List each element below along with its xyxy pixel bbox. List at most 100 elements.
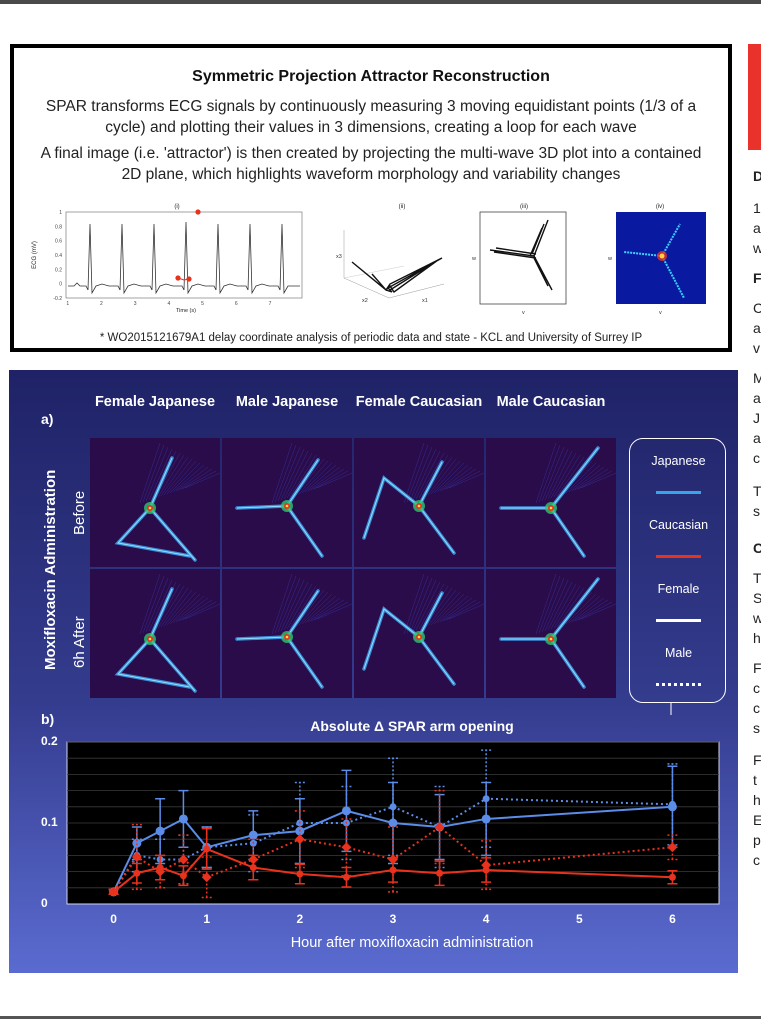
right-column-fragment: c bbox=[753, 450, 760, 466]
panel-label-ii: (ii) bbox=[399, 204, 406, 210]
right-column-fragment: v bbox=[753, 340, 760, 356]
right-column-fragment: a bbox=[753, 430, 761, 446]
spar-method-figures: (i) ECG (mV) Time (s) 1 0.8 0.6 0.4 0.2 0 -0.2… bbox=[32, 204, 706, 316]
data-point-male-caucasian bbox=[481, 860, 492, 871]
attractor-tile-male-caucasian-after bbox=[486, 569, 616, 698]
data-point-male-caucasian bbox=[201, 872, 212, 883]
data-point-female-japanese bbox=[155, 826, 165, 836]
axis-x2: x2 bbox=[362, 298, 368, 304]
data-point-male-japanese bbox=[482, 795, 490, 803]
legend-label-japanese: Japanese bbox=[651, 454, 706, 468]
data-point-male-caucasian bbox=[155, 866, 166, 877]
legend-swatch-female bbox=[656, 619, 701, 622]
spar-explanation-box: Symmetric Projection Attractor Reconstru… bbox=[10, 44, 732, 352]
x-tick-label: 2 bbox=[296, 912, 304, 926]
column-header-female-caucasian: Female Caucasian bbox=[355, 394, 483, 410]
x-tick-label: 3 bbox=[389, 912, 397, 926]
attractor-tile-male-caucasian-before bbox=[486, 438, 616, 567]
right-column-fragment: w bbox=[753, 610, 761, 626]
data-point-male-caucasian bbox=[108, 886, 119, 897]
x-tick-label: 6 bbox=[669, 912, 676, 926]
attractor-tile-female-caucasian-after bbox=[354, 569, 484, 698]
ecg-trace bbox=[68, 221, 300, 295]
ecg-xtick: 1 bbox=[66, 301, 69, 307]
data-point-male-japanese bbox=[389, 803, 397, 811]
axis-x1: x1 bbox=[422, 298, 428, 304]
attractor-tile-female-caucasian-before bbox=[354, 438, 484, 567]
right-column-fragment: S bbox=[753, 590, 761, 606]
right-column-fragment: C bbox=[753, 540, 761, 556]
y-tick-label: 0.1 bbox=[41, 815, 58, 829]
right-column-fragment: h bbox=[753, 630, 761, 646]
ecg-xtick: 2 bbox=[100, 301, 103, 307]
axis-w-iii: w bbox=[471, 256, 476, 262]
right-column-fragment: F bbox=[753, 660, 761, 676]
attractor-tile-female-japanese-after bbox=[90, 569, 220, 698]
right-column-fragment: t bbox=[753, 772, 757, 788]
right-column-fragment: c bbox=[753, 852, 760, 868]
ecg-ytick: 0.4 bbox=[55, 253, 62, 259]
axis-v-iv: v bbox=[659, 310, 662, 316]
ecg-ytick: 0.2 bbox=[55, 267, 62, 273]
ecg-ytick: 0.8 bbox=[55, 224, 62, 230]
panel-label-i: (i) bbox=[174, 204, 179, 210]
attractor-density bbox=[623, 223, 685, 299]
data-point-female-caucasian bbox=[296, 870, 304, 878]
attractor-2d bbox=[489, 219, 553, 291]
series-line-male-caucasian bbox=[112, 825, 673, 893]
right-column-fragment: T bbox=[753, 483, 761, 499]
data-point-male-caucasian bbox=[434, 822, 445, 832]
data-point-male-caucasian bbox=[178, 854, 189, 865]
right-column-fragment: h bbox=[753, 792, 761, 808]
ecg-ytick: -0.2 bbox=[53, 296, 62, 302]
spar-title: Symmetric Projection Attractor Reconstru… bbox=[192, 68, 550, 85]
panel-a-label: a) bbox=[41, 411, 54, 427]
right-column-fragment: a bbox=[753, 320, 761, 336]
axis-v-iii: v bbox=[522, 310, 525, 316]
attractor-tile-male-japanese-after bbox=[222, 569, 352, 698]
chart-title: Absolute Δ SPAR arm opening bbox=[310, 718, 514, 734]
right-column-fragment: c bbox=[753, 700, 760, 716]
y-tick-label: 0.2 bbox=[41, 734, 58, 748]
attractor-3d bbox=[351, 257, 443, 293]
right-column-fragment: J bbox=[753, 410, 760, 426]
right-column-fragment: E bbox=[753, 812, 761, 828]
series-line-female-caucasian bbox=[112, 847, 673, 893]
axis-w-iv: w bbox=[607, 256, 612, 262]
ecg-xtick: 7 bbox=[269, 301, 272, 307]
panel-label-iv: (iv) bbox=[656, 204, 664, 210]
ecg-ylabel: ECG (mV) bbox=[32, 241, 38, 269]
ecg-xtick: 5 bbox=[201, 301, 204, 307]
data-point-male-japanese bbox=[668, 800, 676, 808]
top-bar bbox=[0, 0, 761, 4]
legend-swatch-male bbox=[656, 683, 701, 686]
right-column-fragment: s bbox=[753, 720, 760, 736]
data-point-female-caucasian bbox=[668, 873, 676, 881]
x-tick-label: 4 bbox=[482, 912, 490, 926]
ecg-xtick: 4 bbox=[167, 301, 170, 307]
right-column-fragment: w bbox=[753, 240, 761, 256]
ecg-point-1 bbox=[195, 209, 201, 215]
right-column-fragment: C bbox=[753, 300, 761, 316]
chart-x-axis-label: Hour after moxifloxacin administration bbox=[290, 935, 534, 951]
spar-arm-opening-chart bbox=[66, 741, 720, 905]
panel-label-iii: (iii) bbox=[520, 204, 528, 210]
right-column-fragment: F bbox=[753, 270, 761, 286]
y-tick-label: 0 bbox=[41, 896, 48, 910]
right-column-fragment: a bbox=[753, 390, 761, 406]
legend-label-male: Male bbox=[664, 646, 693, 660]
panel-b-label: b) bbox=[41, 711, 55, 727]
right-column-fragment: p bbox=[753, 832, 761, 848]
data-point-male-caucasian bbox=[388, 854, 398, 865]
ecg-ytick: 1 bbox=[59, 210, 62, 216]
data-point-female-caucasian bbox=[436, 869, 444, 877]
axis-x3: x3 bbox=[336, 254, 342, 260]
right-column-fragment: D bbox=[753, 168, 761, 184]
right-column-fragment: F bbox=[753, 752, 761, 768]
x-tick-label: 0 bbox=[110, 912, 117, 926]
results-figure-panel: a) b) Female Japanese Male Japanese Fema… bbox=[9, 370, 738, 973]
data-point-female-caucasian bbox=[342, 873, 350, 881]
legend-label-female: Female bbox=[657, 582, 700, 596]
data-point-female-japanese bbox=[178, 814, 188, 824]
